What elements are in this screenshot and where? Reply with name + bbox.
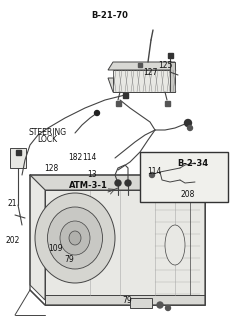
- Ellipse shape: [48, 207, 103, 269]
- Text: 114: 114: [82, 153, 96, 162]
- Text: 109: 109: [49, 244, 63, 252]
- Text: 208: 208: [181, 190, 195, 199]
- Bar: [15, 149, 20, 155]
- Circle shape: [149, 172, 154, 178]
- Text: 182: 182: [69, 153, 83, 162]
- Bar: [123, 92, 128, 98]
- Polygon shape: [45, 190, 205, 295]
- Bar: [164, 100, 169, 106]
- Circle shape: [188, 125, 193, 131]
- Text: 79: 79: [123, 296, 132, 305]
- Text: 13: 13: [87, 170, 96, 179]
- Bar: [115, 100, 120, 106]
- Text: 127: 127: [143, 68, 157, 77]
- Polygon shape: [108, 78, 175, 92]
- Ellipse shape: [60, 221, 90, 255]
- Polygon shape: [170, 62, 175, 92]
- Text: 79: 79: [64, 255, 74, 264]
- Text: 21: 21: [7, 199, 17, 208]
- Circle shape: [184, 119, 192, 126]
- Circle shape: [165, 306, 170, 310]
- Text: B-2-34: B-2-34: [177, 159, 208, 168]
- Text: ATM-3-1: ATM-3-1: [69, 181, 108, 190]
- Text: 114: 114: [147, 167, 161, 176]
- Circle shape: [125, 180, 131, 186]
- Bar: [168, 52, 173, 58]
- Circle shape: [157, 302, 163, 308]
- Circle shape: [115, 180, 121, 186]
- Polygon shape: [30, 175, 45, 300]
- Bar: [138, 63, 142, 67]
- Ellipse shape: [35, 193, 115, 283]
- Text: STEERING: STEERING: [29, 128, 67, 137]
- FancyBboxPatch shape: [10, 148, 26, 168]
- Polygon shape: [108, 62, 175, 70]
- Text: 128: 128: [44, 164, 58, 173]
- Text: 202: 202: [6, 236, 20, 244]
- Ellipse shape: [165, 225, 185, 265]
- Polygon shape: [30, 175, 205, 190]
- Polygon shape: [45, 295, 205, 305]
- Text: B-21-70: B-21-70: [91, 11, 128, 20]
- Bar: [130, 298, 152, 308]
- FancyBboxPatch shape: [140, 152, 228, 202]
- Text: LOCK: LOCK: [38, 135, 58, 144]
- Text: 125: 125: [158, 61, 173, 70]
- Circle shape: [94, 110, 99, 116]
- Ellipse shape: [69, 231, 81, 245]
- Polygon shape: [113, 70, 175, 92]
